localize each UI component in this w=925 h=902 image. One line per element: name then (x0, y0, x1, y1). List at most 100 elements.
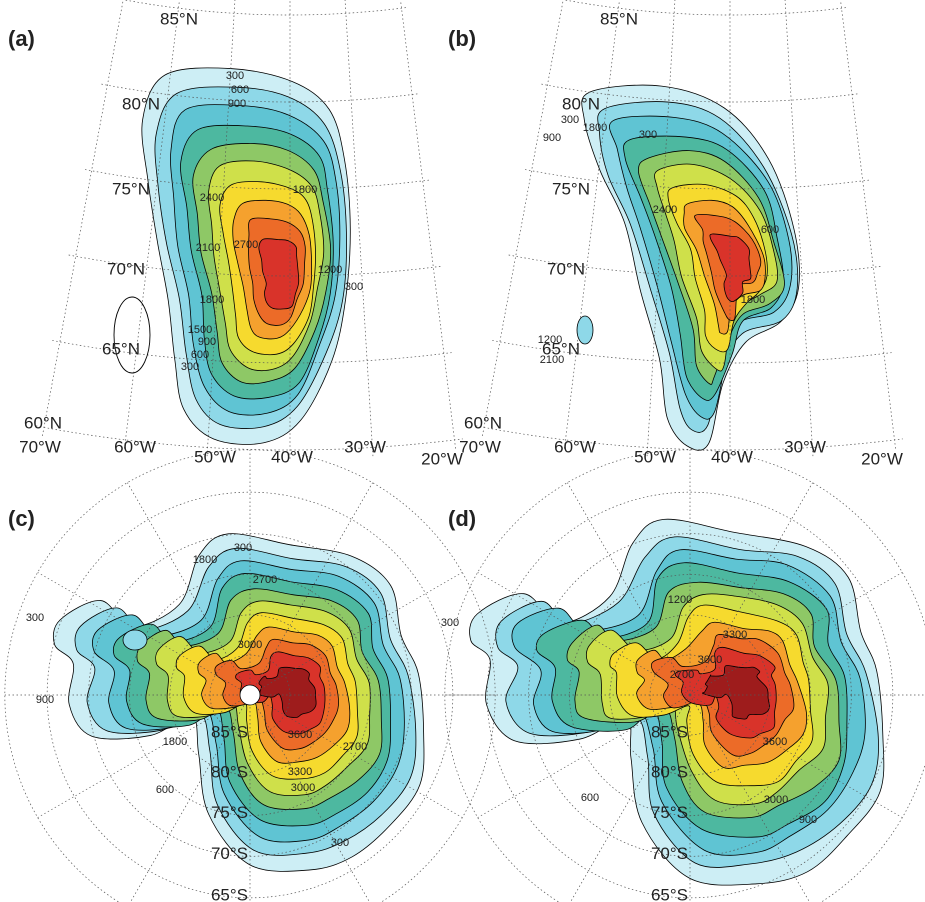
meridian (689, 482, 813, 696)
contour-label: 1800 (741, 294, 765, 306)
parallel (101, 83, 419, 103)
contour-label: 900 (228, 98, 246, 110)
contour-label: 3600 (763, 736, 787, 748)
parallel (492, 340, 892, 364)
meridian (37, 572, 251, 696)
meridian (400, 0, 456, 449)
contour-label: 3000 (291, 782, 315, 794)
parallel (84, 169, 430, 190)
parallel (486, 491, 894, 899)
meridian (249, 482, 373, 696)
meridian (249, 694, 463, 818)
meridian (124, 0, 180, 449)
lat-label: 80°S (651, 763, 688, 782)
meridian (249, 572, 463, 696)
contour-label: 300 (345, 281, 363, 293)
contour-label: 2100 (196, 242, 220, 254)
panel-label: (c) (8, 506, 35, 531)
contour-label: 1200 (668, 594, 692, 606)
meridian (42, 0, 124, 437)
lat-label: 80°N (122, 94, 160, 113)
contour-label: 300 (441, 617, 459, 629)
contour-label: 300 (226, 70, 244, 82)
contour-label: 900 (198, 336, 216, 348)
parallel (209, 654, 291, 736)
contour-label: 1200 (318, 264, 342, 276)
contour-label: 1800 (193, 554, 217, 566)
parallel (541, 83, 859, 103)
contour-label: 2700 (253, 574, 277, 586)
meridian (689, 694, 903, 818)
meridian (127, 482, 251, 696)
meridian (130, 694, 251, 902)
lat-label: 60°N (464, 413, 502, 432)
lon-label: 60°W (554, 437, 596, 456)
meridian (344, 0, 374, 457)
contour-label: 1800 (200, 294, 224, 306)
lat-label: 65°N (542, 339, 580, 358)
contour-label: 1200 (538, 334, 562, 346)
lat-label: 85°N (600, 9, 638, 28)
contour-label: 300 (26, 612, 44, 624)
panel-label: (a) (8, 26, 35, 51)
lat-label: 70°N (547, 259, 585, 278)
lat-label: 65°S (651, 885, 688, 902)
lat-label: 85°N (160, 9, 198, 28)
meridian (689, 572, 903, 696)
lat-label: 70°N (107, 259, 145, 278)
lon-label: 30°W (344, 437, 386, 456)
contour-label: 600 (761, 224, 779, 236)
contour-label: 2700 (343, 741, 367, 753)
contour-label: 2400 (653, 204, 677, 216)
pole-hole (239, 684, 261, 706)
contour-label: 300 (331, 837, 349, 849)
contour-label: 600 (156, 784, 174, 796)
contour-label: 1500 (188, 324, 212, 336)
contour-band (258, 238, 300, 310)
contour-loop (122, 629, 148, 651)
parallel (475, 425, 903, 451)
contour-label: 2400 (200, 192, 224, 204)
contour-label: 3300 (723, 629, 747, 641)
lon-label: 20°W (861, 449, 903, 468)
meridian (646, 0, 676, 457)
contour-label: 900 (36, 694, 54, 706)
meridian (482, 0, 564, 437)
parallel (52, 340, 452, 364)
meridian (567, 482, 691, 696)
lat-label: 80°S (211, 763, 248, 782)
lat-label: 75°S (651, 803, 688, 822)
lat-label: 75°N (112, 179, 150, 198)
contour-label: 1800 (163, 736, 187, 748)
lat-label: 85°S (651, 722, 688, 741)
meridian (477, 572, 691, 696)
contour-label: 3000 (764, 794, 788, 806)
lon-label: 70°W (19, 437, 61, 456)
meridian (564, 0, 620, 449)
lon-label: 60°W (114, 437, 156, 456)
lon-label: 70°W (459, 437, 501, 456)
parallel (563, 0, 848, 16)
contour-label: 3300 (288, 766, 312, 778)
contour-label: 1800 (583, 122, 607, 134)
contour-fills (52, 67, 885, 886)
parallel (649, 654, 731, 736)
lat-label: 70°S (211, 844, 248, 863)
contour-label: 300 (639, 129, 657, 141)
meridian (784, 0, 814, 457)
lat-label: 80°N (562, 94, 600, 113)
lat-label: 65°N (102, 339, 140, 358)
labels: (a) (b) (c) (d) 85°N 80°N 75°N 70°N 65°N 60°N 70°W… (8, 9, 903, 902)
parallel (35, 425, 463, 451)
lat-label: 60°N (24, 413, 62, 432)
contour-label: 2100 (540, 354, 564, 366)
lat-label: 75°S (211, 803, 248, 822)
contour-label: 2700 (670, 669, 694, 681)
meridian (477, 694, 691, 818)
lon-label: 40°W (271, 447, 313, 466)
contour-label: 3600 (288, 729, 312, 741)
contour-label: 600 (191, 349, 209, 361)
contour-label: 600 (581, 792, 599, 804)
parallel (524, 169, 870, 190)
